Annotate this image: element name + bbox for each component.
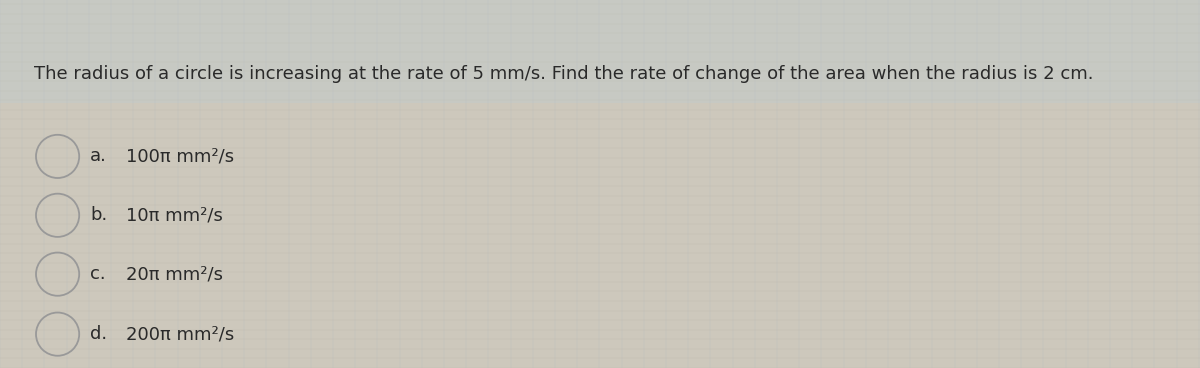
Text: a.: a.: [90, 148, 107, 165]
Text: d.: d.: [90, 325, 107, 343]
Text: c.: c.: [90, 265, 106, 283]
Text: 100π mm²/s: 100π mm²/s: [126, 148, 234, 165]
Bar: [0, 0, 1200, 103]
Text: The radius of a circle is increasing at the rate of 5 mm/s. Find the rate of cha: The radius of a circle is increasing at …: [34, 65, 1093, 82]
Text: 20π mm²/s: 20π mm²/s: [126, 265, 223, 283]
Text: b.: b.: [90, 206, 107, 224]
Text: 10π mm²/s: 10π mm²/s: [126, 206, 223, 224]
Text: 200π mm²/s: 200π mm²/s: [126, 325, 234, 343]
